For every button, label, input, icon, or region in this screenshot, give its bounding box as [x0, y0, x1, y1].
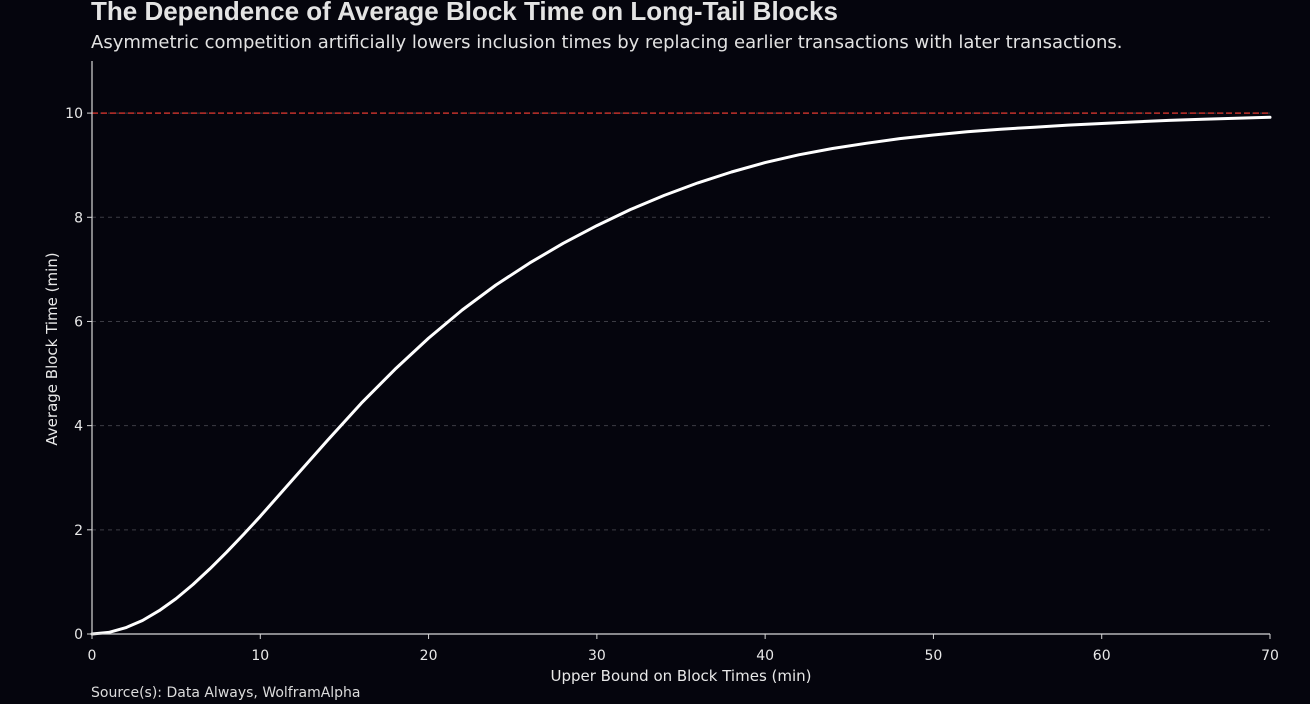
y-tick-label-4: 4	[74, 419, 83, 435]
x-tick-label-0: 0	[88, 648, 97, 664]
y-tick-label-2: 2	[74, 523, 83, 539]
chart-title: The Dependence of Average Block Time on …	[91, 0, 838, 26]
x-tick-label-30: 30	[588, 648, 606, 664]
x-tick-label-40: 40	[756, 648, 774, 664]
axes	[87, 61, 1271, 639]
tick-labels: 0 10 20 30 40 50 60 70 0 2 4 6 8 10	[65, 106, 1279, 664]
x-tick-label-60: 60	[1093, 648, 1111, 664]
x-tick-label-10: 10	[251, 648, 269, 664]
x-tick-label-50: 50	[925, 648, 943, 664]
y-tick-label-0: 0	[74, 627, 83, 643]
series-group	[90, 115, 1272, 636]
x-tick-label-70: 70	[1261, 648, 1279, 664]
x-axis-label: Upper Bound on Block Times (min)	[550, 667, 811, 685]
y-tick-label-6: 6	[74, 314, 83, 330]
y-tick-label-8: 8	[74, 210, 83, 226]
grid-lines	[92, 112, 1270, 531]
y-tick-label-10: 10	[65, 106, 83, 122]
chart-subtitle: Asymmetric competition artificially lowe…	[91, 32, 1123, 53]
source-note: Source(s): Data Always, WolframAlpha	[91, 685, 361, 701]
y-axis-label: Average Block Time (min)	[43, 252, 61, 445]
series-line-0	[90, 115, 1272, 636]
x-tick-label-20: 20	[420, 648, 438, 664]
